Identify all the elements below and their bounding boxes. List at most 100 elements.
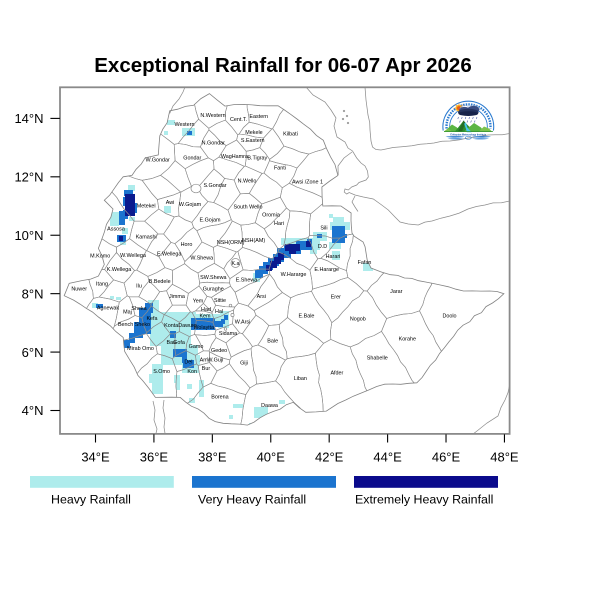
svg-text:W.Gondar: W.Gondar: [146, 158, 170, 164]
svg-text:K.Wellega: K.Wellega: [107, 267, 131, 273]
svg-text:Oromia: Oromia: [262, 212, 280, 218]
svg-text:Nuwer: Nuwer: [71, 287, 87, 293]
svg-text:E.Hararge: E.Hararge: [314, 267, 339, 273]
svg-text:8°N: 8°N: [22, 286, 44, 301]
svg-text:Kamashi: Kamashi: [136, 234, 157, 240]
svg-text:40°E: 40°E: [257, 449, 286, 464]
svg-text:Korahe: Korahe: [399, 337, 416, 343]
svg-text:Fafan: Fafan: [358, 260, 372, 266]
svg-text:Bur: Bur: [202, 366, 211, 372]
svg-text:10°N: 10°N: [14, 228, 43, 243]
svg-text:Nogob: Nogob: [350, 317, 366, 323]
svg-text:Yem: Yem: [193, 298, 204, 304]
svg-text:Hari: Hari: [274, 221, 284, 227]
svg-text:Maj: Maj: [123, 309, 132, 315]
svg-text:Giji: Giji: [240, 361, 248, 367]
svg-text:6°N: 6°N: [22, 345, 44, 360]
svg-text:N.Wello: N.Wello: [238, 178, 257, 184]
svg-text:42°E: 42°E: [315, 449, 344, 464]
svg-text:M.Komo: M.Komo: [90, 254, 110, 260]
svg-text:Sili: Sili: [320, 225, 327, 231]
svg-text:14°N: 14°N: [14, 111, 43, 126]
svg-text:Exceptional Rainfall for 06-07: Exceptional Rainfall for 06-07 Apr 2026: [94, 54, 472, 77]
svg-text:12°N: 12°N: [14, 170, 43, 185]
svg-text:Had: Had: [201, 307, 211, 313]
svg-text:Kem: Kem: [199, 313, 211, 319]
svg-text:W.Gojam: W.Gojam: [179, 202, 202, 208]
svg-text:NSH(ORM): NSH(ORM): [217, 240, 245, 246]
svg-text:K.a: K.a: [231, 261, 239, 267]
svg-text:B.Tigray: B.Tigray: [247, 155, 267, 161]
svg-text:Sittie: Sittie: [214, 298, 226, 304]
svg-text:SW.Shewa: SW.Shewa: [200, 275, 226, 281]
svg-text:Western: Western: [175, 122, 195, 128]
svg-text:Awsi /Zone 1: Awsi /Zone 1: [292, 179, 323, 185]
svg-text:34°E: 34°E: [81, 449, 110, 464]
svg-text:Eastern: Eastern: [249, 114, 268, 120]
svg-text:Bas: Bas: [167, 340, 177, 346]
svg-text:N.Western: N.Western: [200, 113, 225, 119]
svg-text:Agnewak: Agnewak: [97, 305, 119, 311]
svg-text:WagHamra: WagHamra: [221, 154, 248, 160]
svg-text:Ilu: Ilu: [136, 283, 142, 289]
svg-text:E.Wellega: E.Wellega: [157, 252, 181, 258]
svg-text:Harari: Harari: [326, 254, 341, 260]
svg-text:Mirab Omo: Mirab Omo: [127, 346, 154, 352]
svg-text:Jarar: Jarar: [390, 289, 402, 295]
svg-text:Extremely Heavy Rainfall: Extremely Heavy Rainfall: [355, 493, 493, 507]
svg-text:NSH(AM): NSH(AM): [242, 238, 265, 244]
svg-text:Doolo: Doolo: [442, 314, 456, 320]
svg-text:Gondar: Gondar: [183, 156, 201, 162]
svg-text:Shabelle: Shabelle: [367, 356, 388, 362]
svg-text:Gedeo: Gedeo: [211, 348, 227, 354]
svg-text:Kilbati: Kilbati: [283, 132, 298, 138]
svg-text:Cent.T.: Cent.T.: [230, 117, 247, 123]
svg-text:Metekel: Metekel: [137, 204, 156, 210]
svg-text:E.Shewa: E.Shewa: [236, 277, 258, 283]
svg-text:4°N: 4°N: [22, 403, 44, 418]
svg-text:Gamo: Gamo: [189, 344, 204, 350]
svg-text:Erer: Erer: [331, 295, 341, 301]
svg-text:Liban: Liban: [294, 376, 307, 382]
svg-text:South Wello: South Wello: [234, 204, 263, 210]
svg-text:Gofa: Gofa: [173, 340, 185, 346]
svg-text:N.Gondar: N.Gondar: [202, 140, 226, 146]
svg-text:E.Bale: E.Bale: [299, 314, 315, 320]
svg-text:44°E: 44°E: [373, 449, 402, 464]
svg-text:46°E: 46°E: [432, 449, 461, 464]
svg-text:Dawuro: Dawuro: [178, 323, 197, 329]
svg-text:Kon: Kon: [187, 369, 197, 375]
svg-text:Del: Del: [184, 359, 192, 365]
svg-text:38°E: 38°E: [198, 449, 227, 464]
svg-text:Bench Sheko: Bench Sheko: [118, 322, 150, 328]
svg-text:Itang: Itang: [96, 281, 108, 287]
svg-text:W.Hararge: W.Hararge: [281, 272, 307, 278]
svg-text:S.Omo: S.Omo: [153, 369, 170, 375]
svg-text:Fanti: Fanti: [274, 165, 286, 171]
svg-text:Ethiopian Meteorology Institut: Ethiopian Meteorology Institute: [450, 133, 486, 136]
svg-text:Sheka: Sheka: [131, 306, 146, 312]
svg-text:Daawa: Daawa: [261, 403, 278, 409]
svg-text:Afder: Afder: [330, 371, 343, 377]
svg-text:S.Eastern: S.Eastern: [241, 138, 265, 144]
svg-text:D.D: D.D: [318, 244, 327, 250]
svg-text:Sidama: Sidama: [219, 331, 237, 337]
svg-text:W.Shewa: W.Shewa: [190, 255, 213, 261]
svg-text:Jimma: Jimma: [169, 294, 185, 300]
svg-text:Very Heavy Rainfall: Very Heavy Rainfall: [198, 493, 306, 507]
svg-text:Kefa: Kefa: [146, 316, 157, 322]
svg-text:Heavy Rainfall: Heavy Rainfall: [51, 493, 131, 507]
svg-text:48°E: 48°E: [490, 449, 519, 464]
svg-text:Am: Am: [200, 357, 209, 363]
svg-text:W.Guji: W.Guji: [207, 357, 223, 363]
svg-text:36°E: 36°E: [140, 449, 169, 464]
svg-text:Konta: Konta: [164, 323, 178, 329]
svg-text:Arsi: Arsi: [257, 294, 266, 300]
svg-text:Borena: Borena: [211, 394, 228, 400]
svg-text:W.Arsi: W.Arsi: [235, 319, 251, 325]
svg-text:Hal: Hal: [215, 309, 223, 315]
svg-text:Mekele: Mekele: [245, 130, 262, 136]
svg-text:Awi: Awi: [166, 200, 175, 206]
svg-text:Assosa: Assosa: [107, 227, 125, 233]
svg-text:Guraghe: Guraghe: [203, 287, 224, 293]
